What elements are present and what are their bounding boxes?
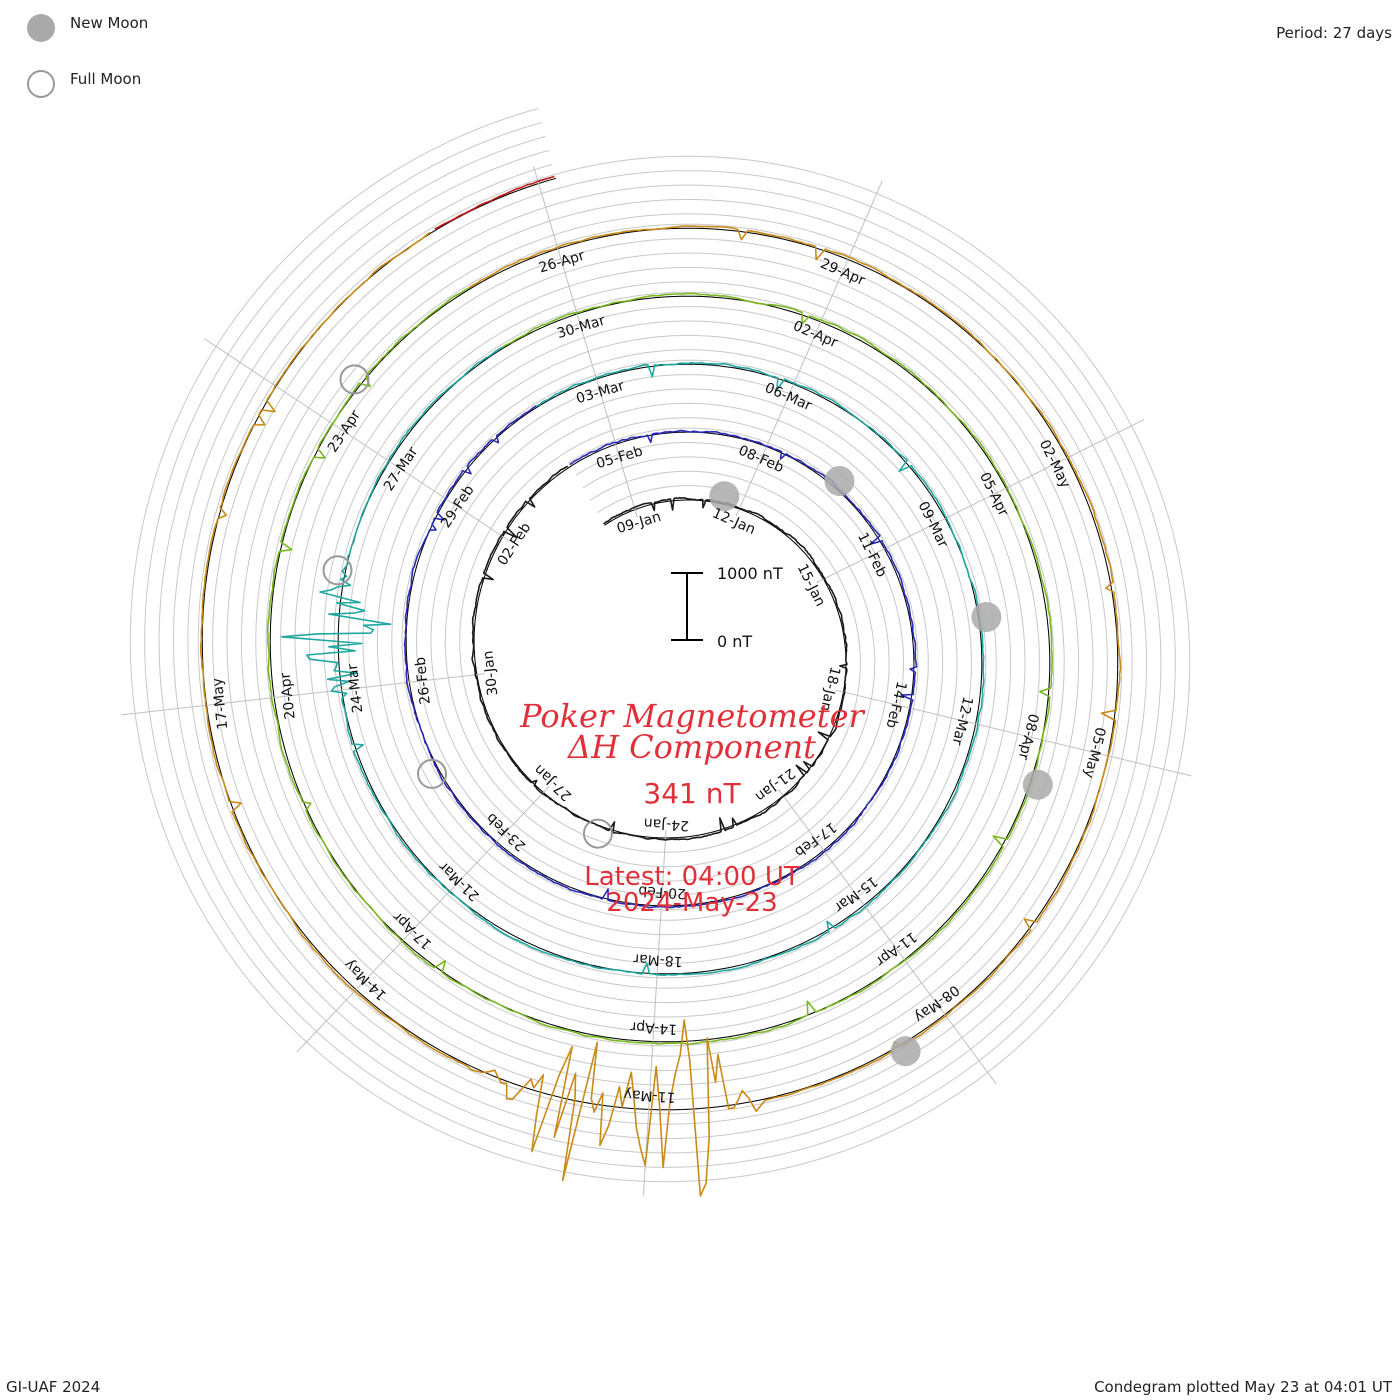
date-label: 18-Mar <box>633 950 683 969</box>
date-label: 24-Mar <box>345 663 367 714</box>
grid-spiral-4 <box>144 122 1176 1168</box>
scale-bar: 1000 nT 0 nT <box>671 564 783 651</box>
date-label: 27-Mar <box>381 444 422 494</box>
date-label: 02-May <box>1036 437 1073 491</box>
scale-bottom-label: 0 nT <box>717 632 752 651</box>
date-label: 29-Feb <box>438 482 478 531</box>
latest-time: Latest: 04:00 UT <box>584 862 800 892</box>
date-label: 26-Feb <box>413 656 434 705</box>
radial-line <box>735 180 883 517</box>
grid-spiral-5 <box>129 108 1191 1183</box>
date-label: 14-Apr <box>630 1018 678 1037</box>
current-value: 341 nT <box>643 777 741 810</box>
date-label: 24-Jan <box>643 815 689 834</box>
date-label: 20-Feb <box>638 882 687 901</box>
chart-series <box>199 175 1122 1197</box>
series-cycle-2 <box>403 405 918 909</box>
date-label: 12-Mar <box>948 695 975 747</box>
date-label: 21-Jan <box>752 765 798 805</box>
date-label: 12-Jan <box>710 505 758 538</box>
series-cycle-1 <box>471 465 848 841</box>
series-cycle-6 <box>434 175 555 230</box>
radial-line <box>121 673 485 716</box>
series-cycle-3 <box>280 346 985 976</box>
plotted-label: Condegram plotted May 23 at 04:01 UT <box>1094 1378 1392 1396</box>
new-moon-marker <box>709 481 740 512</box>
new-moon-marker <box>971 602 1002 632</box>
radial-line <box>642 829 667 1196</box>
grid-spiral-0 <box>201 177 1119 1111</box>
radial-line <box>204 338 510 542</box>
radial-line <box>778 789 997 1084</box>
scale-top-label: 1000 nT <box>717 564 783 583</box>
grid-spiral-1 <box>187 163 1133 1125</box>
chart-subtitle: ΔH Component <box>566 728 816 766</box>
moon-markers <box>322 364 1053 1067</box>
full-moon-marker <box>582 818 613 849</box>
date-label: 27-Jan <box>531 761 575 804</box>
baseline-spiral <box>201 177 1119 1111</box>
date-label: 11-May <box>623 1086 676 1105</box>
date-label: 15-Jan <box>794 561 829 609</box>
radial-line <box>533 166 638 518</box>
date-label: 02-Feb <box>495 520 535 569</box>
period-label: Period: 27 days <box>1276 24 1392 42</box>
grid-spiral-3 <box>158 135 1162 1154</box>
radial-line <box>296 786 550 1053</box>
new-moon-marker <box>824 466 855 496</box>
credit-label: GI-UAF 2024 <box>6 1378 101 1396</box>
legend: New Moon Full Moon <box>27 14 148 98</box>
chart-title: Poker Magnetometer <box>519 697 865 735</box>
date-label: 23-Feb <box>483 809 529 853</box>
date-label: 23-Apr <box>325 407 364 455</box>
date-label: 17-May <box>210 677 232 730</box>
series-cycle-4 <box>266 287 1053 1045</box>
full-moon-marker <box>339 364 370 395</box>
date-label: 14-Feb <box>883 680 910 730</box>
full-moon-marker <box>417 758 447 789</box>
latest-date: 2024-May-23 <box>606 888 777 918</box>
date-label: 08-Apr <box>1015 712 1042 761</box>
new-moon-icon <box>27 14 55 42</box>
new-moon-marker <box>890 1036 921 1067</box>
legend-full-moon: Full Moon <box>70 70 141 88</box>
chart-grid <box>121 108 1192 1196</box>
radial-line <box>816 419 1145 584</box>
date-label: 30-Jan <box>480 650 501 697</box>
legend-new-moon: New Moon <box>70 14 148 32</box>
full-moon-icon <box>27 70 55 98</box>
full-moon-marker <box>322 555 353 586</box>
date-label: 20-Apr <box>277 672 298 721</box>
grid-spiral-2 <box>173 149 1147 1139</box>
radial-line <box>835 689 1192 777</box>
new-moon-marker <box>1022 769 1053 800</box>
